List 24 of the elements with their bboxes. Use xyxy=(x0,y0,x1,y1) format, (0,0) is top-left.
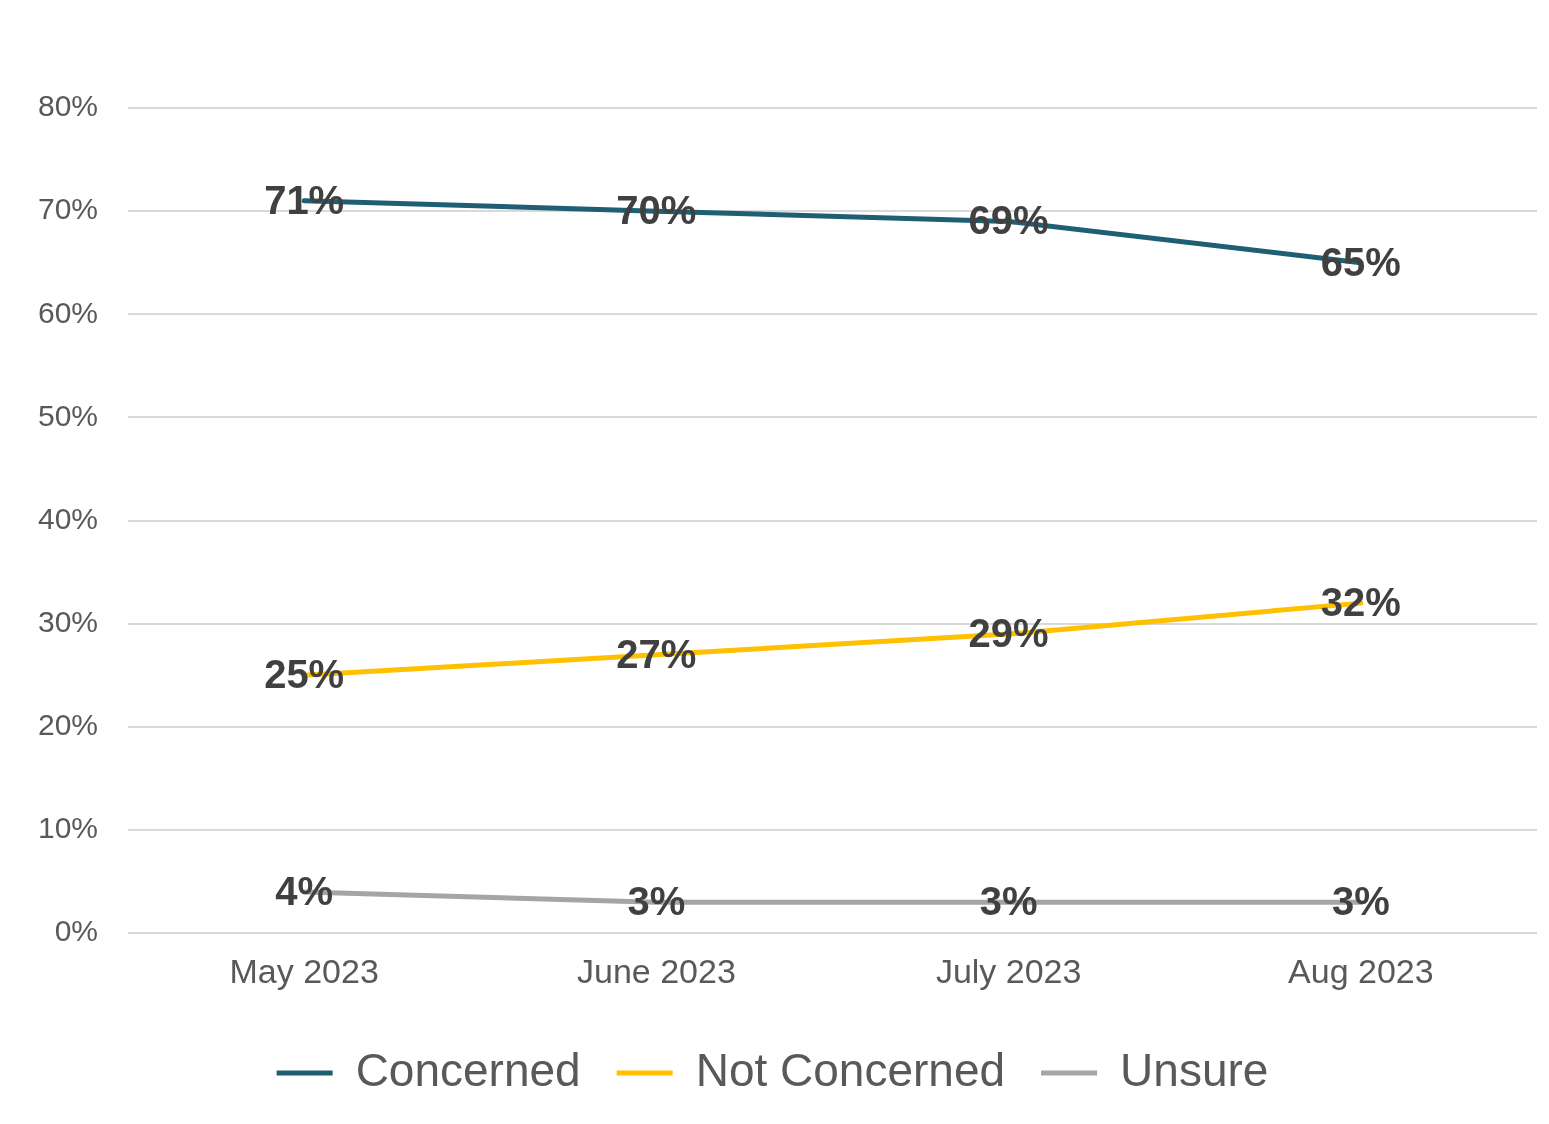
legend-label: Concerned xyxy=(355,1043,581,1096)
x-tick-label: June 2023 xyxy=(577,951,736,990)
y-tick-label: 40% xyxy=(38,501,99,535)
data-label: 65% xyxy=(1320,239,1401,284)
data-label: 3% xyxy=(1331,879,1390,924)
y-tick-label: 10% xyxy=(38,811,99,845)
data-label: 25% xyxy=(264,652,345,697)
y-tick-label: 80% xyxy=(38,89,99,123)
data-label: 4% xyxy=(275,868,334,913)
y-tick-label: 70% xyxy=(38,192,99,226)
y-tick-label: 20% xyxy=(38,708,99,742)
x-tick-label: Aug 2023 xyxy=(1288,951,1434,990)
data-label: 3% xyxy=(627,879,686,924)
x-tick-label: May 2023 xyxy=(229,951,379,990)
x-tick-label: July 2023 xyxy=(935,951,1082,990)
data-label: 71% xyxy=(264,177,345,222)
legend-label: Not Concerned xyxy=(695,1043,1006,1096)
y-tick-label: 0% xyxy=(54,914,99,948)
y-tick-label: 50% xyxy=(38,398,99,432)
legend-label: Unsure xyxy=(1120,1043,1269,1096)
y-tick-label: 60% xyxy=(38,295,99,329)
data-label: 3% xyxy=(979,879,1038,924)
y-tick-label: 30% xyxy=(38,605,99,639)
data-label: 32% xyxy=(1320,580,1401,625)
